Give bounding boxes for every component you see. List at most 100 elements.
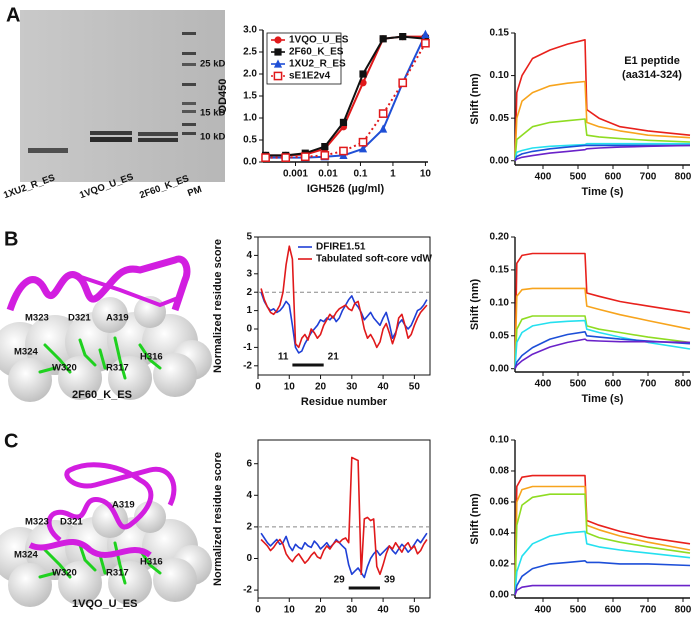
annotation: (aa314-324) bbox=[622, 69, 682, 81]
range-label: 39 bbox=[384, 575, 396, 586]
y-tick-label: 0.10 bbox=[490, 297, 510, 308]
legend-label: 1XU2_R_ES bbox=[289, 59, 346, 70]
marker bbox=[281, 153, 291, 162]
x-tick-label: 400 bbox=[535, 379, 552, 390]
y-tick-label: 2 bbox=[246, 287, 252, 298]
marker bbox=[320, 151, 330, 160]
marker bbox=[273, 71, 283, 81]
series-line bbox=[514, 474, 691, 595]
marker bbox=[273, 59, 283, 68]
y-tick-label: -2 bbox=[243, 360, 252, 371]
x-tick-label: 10 bbox=[420, 169, 432, 180]
panel-label: B bbox=[4, 228, 18, 250]
series-line bbox=[514, 560, 691, 596]
x-axis-label: Time (s) bbox=[582, 393, 624, 405]
x-tick-label: 30 bbox=[346, 605, 358, 616]
series-line bbox=[514, 142, 690, 161]
y-axis-label: Normalized residue score bbox=[212, 452, 224, 586]
marker bbox=[339, 118, 348, 126]
residue-label: H316 bbox=[140, 352, 163, 363]
y-tick-label: 0.20 bbox=[490, 232, 510, 243]
series-line bbox=[514, 252, 691, 369]
x-axis-label: IGH526 (µg/ml) bbox=[307, 183, 385, 195]
y-tick-label: 0.00 bbox=[490, 155, 510, 166]
series-line bbox=[260, 291, 428, 354]
y-tick-label: 0.10 bbox=[490, 435, 510, 446]
marker bbox=[339, 146, 348, 156]
y-tick-label: 5 bbox=[246, 232, 252, 243]
marker bbox=[399, 33, 407, 41]
x-tick-label: 400 bbox=[535, 605, 552, 616]
legend-label: 2F60_K_ES bbox=[289, 47, 344, 58]
residue-label: R317 bbox=[106, 568, 129, 579]
y-tick-label: 0.00 bbox=[490, 590, 510, 601]
y-tick-label: 1 bbox=[246, 305, 252, 316]
x-tick-label: 0.01 bbox=[318, 169, 338, 180]
series-line bbox=[514, 315, 691, 369]
x-tick-label: 30 bbox=[346, 382, 358, 393]
marker bbox=[421, 38, 430, 48]
y-tick-label: 0 bbox=[246, 553, 252, 564]
y-tick-label: 6 bbox=[246, 458, 252, 469]
series-line bbox=[514, 287, 691, 369]
y-tick-label: 0.0 bbox=[243, 157, 257, 168]
marker bbox=[379, 124, 388, 133]
x-tick-label: 600 bbox=[605, 605, 622, 616]
series-line bbox=[260, 245, 428, 349]
gel-lane-label: PM bbox=[186, 184, 203, 199]
gel-marker-label: 25 kD bbox=[200, 59, 225, 70]
marker bbox=[421, 29, 430, 38]
x-tick-label: 0.1 bbox=[354, 169, 368, 180]
residue-label: M324 bbox=[14, 347, 38, 358]
x-tick-label: 800 bbox=[675, 379, 692, 390]
marker bbox=[398, 78, 408, 88]
series-line bbox=[514, 493, 691, 595]
x-tick-label: 600 bbox=[605, 379, 622, 390]
x-tick-label: 500 bbox=[570, 379, 587, 390]
protein-structure bbox=[0, 255, 212, 402]
residue-label: R317 bbox=[106, 363, 129, 374]
structure-caption: 1VQO_U_ES bbox=[72, 598, 137, 610]
residue-label: A319 bbox=[106, 313, 129, 324]
x-tick-label: 400 bbox=[535, 172, 552, 183]
x-tick-label: 0.001 bbox=[283, 169, 308, 180]
legend-label: sE1E2v4 bbox=[289, 71, 331, 82]
series-line bbox=[514, 144, 690, 162]
x-tick-label: 50 bbox=[409, 382, 421, 393]
series-line bbox=[514, 39, 691, 161]
y-tick-label: 0.04 bbox=[490, 528, 510, 539]
legend-label: Tabulated soft-core vdW bbox=[316, 254, 432, 265]
y-tick-label: 0.02 bbox=[490, 559, 510, 570]
x-tick-label: 800 bbox=[675, 172, 692, 183]
marker bbox=[358, 144, 368, 153]
y-tick-label: 0.05 bbox=[490, 330, 510, 341]
series-line bbox=[514, 80, 691, 161]
y-axis-label: Normalized residue score bbox=[212, 239, 224, 373]
plot-frame bbox=[257, 236, 431, 376]
x-tick-label: 700 bbox=[640, 172, 657, 183]
gel-marker-label: 15 kD bbox=[200, 108, 225, 119]
marker bbox=[300, 152, 310, 162]
marker bbox=[359, 70, 367, 78]
residue-label: D321 bbox=[60, 517, 83, 528]
y-tick-label: 2.5 bbox=[243, 47, 257, 58]
y-tick-label: -2 bbox=[243, 585, 252, 596]
y-tick-label: 2.0 bbox=[243, 69, 257, 80]
x-tick-label: 20 bbox=[315, 605, 327, 616]
y-tick-label: 4 bbox=[246, 250, 252, 261]
marker bbox=[378, 109, 388, 118]
y-tick-label: 2 bbox=[246, 522, 252, 533]
gel-marker-label: 10 kD bbox=[200, 132, 225, 143]
residue-label: M324 bbox=[14, 550, 38, 561]
gel-image bbox=[20, 10, 225, 182]
x-tick-label: 800 bbox=[675, 605, 692, 616]
x-axis-label: Time (s) bbox=[582, 186, 624, 198]
x-tick-label: 10 bbox=[284, 605, 296, 616]
range-label: 11 bbox=[278, 352, 289, 363]
y-tick-label: 0.00 bbox=[490, 363, 510, 374]
annotation: E1 peptide bbox=[624, 55, 680, 67]
residue-label: M323 bbox=[25, 313, 49, 324]
x-tick-label: 500 bbox=[570, 605, 587, 616]
y-tick-label: 0.15 bbox=[490, 28, 510, 39]
